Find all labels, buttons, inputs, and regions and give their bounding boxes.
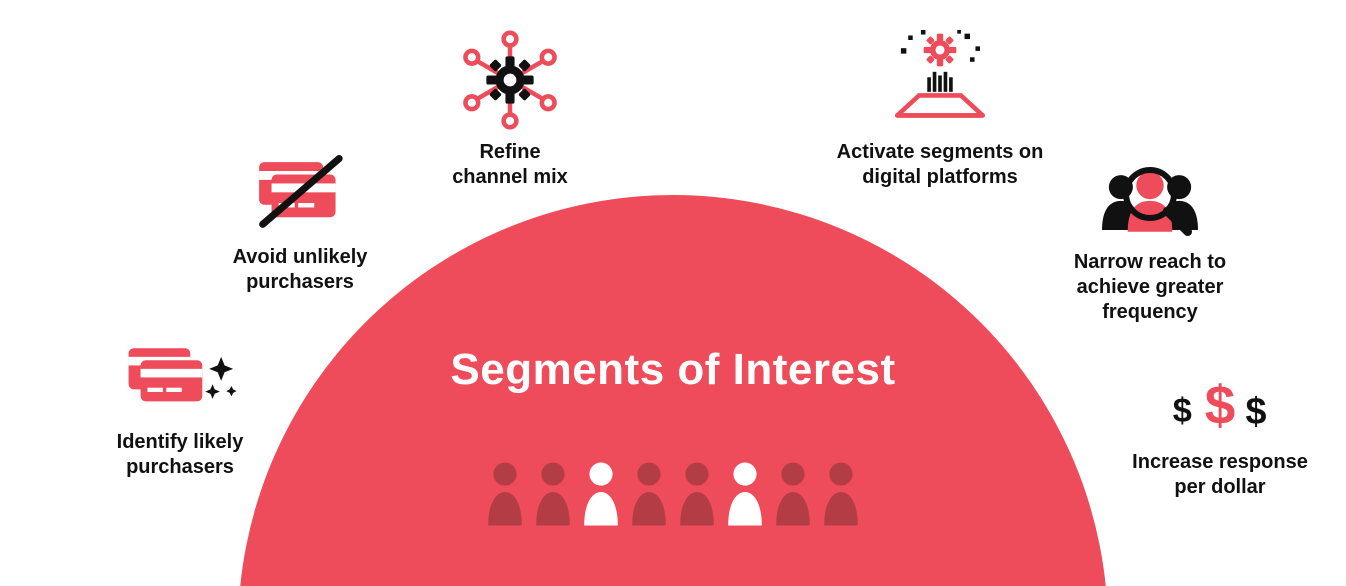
platform-gear-icon <box>810 30 1070 130</box>
item-label: Identify likelypurchasers <box>90 430 270 480</box>
person-icon <box>724 460 766 531</box>
dollars-icon: $ $ $ <box>1110 370 1330 440</box>
item-label: Avoid unlikelypurchasers <box>200 245 400 295</box>
item-narrow: Narrow reach toachieve greaterfrequency <box>1040 160 1260 325</box>
person-icon <box>772 460 814 531</box>
svg-text:$: $ <box>1246 390 1267 432</box>
segments-title: Segments of Interest <box>238 345 1108 395</box>
item-identify: Identify likelypurchasers <box>90 340 270 480</box>
person-icon <box>820 460 862 531</box>
person-icon <box>580 460 622 531</box>
gear-network-icon <box>420 30 600 130</box>
item-label: Activate segments ondigital platforms <box>810 140 1070 190</box>
svg-text:$: $ <box>1205 374 1236 436</box>
item-label: Refinechannel mix <box>420 140 600 190</box>
item-label: Increase responseper dollar <box>1110 450 1330 500</box>
item-activate: Activate segments ondigital platforms <box>810 30 1070 190</box>
item-label: Narrow reach toachieve greaterfrequency <box>1040 250 1260 325</box>
item-refine: Refinechannel mix <box>420 30 600 190</box>
people-row <box>484 460 862 531</box>
cards-sparkle-icon <box>90 340 270 420</box>
people-magnify-icon <box>1040 160 1260 240</box>
cards-slash-icon <box>200 155 400 235</box>
person-icon <box>484 460 526 531</box>
person-icon <box>532 460 574 531</box>
item-increase: $ $ $ Increase responseper dollar <box>1110 370 1330 500</box>
item-avoid: Avoid unlikelypurchasers <box>200 155 400 295</box>
svg-text:$: $ <box>1173 392 1192 430</box>
person-icon <box>676 460 718 531</box>
person-icon <box>628 460 670 531</box>
